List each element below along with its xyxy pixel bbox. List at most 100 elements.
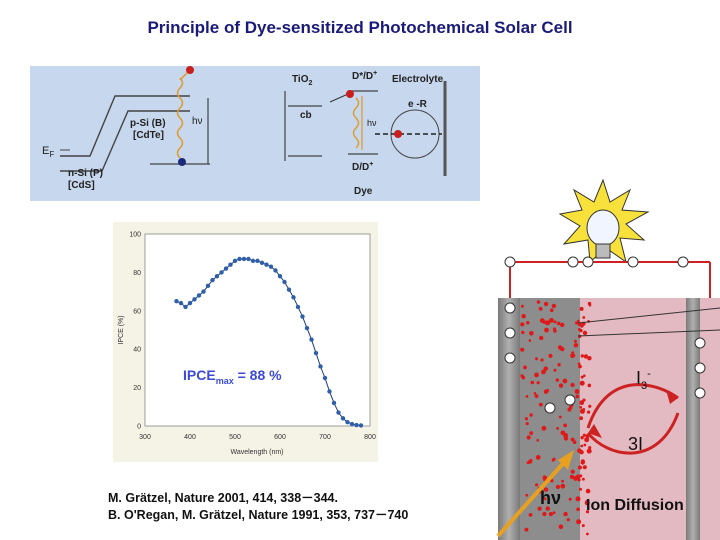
dye-dot <box>584 437 590 443</box>
dye-dot <box>575 321 579 325</box>
psi-label: p-Si (B) <box>130 118 166 129</box>
dye-dot <box>549 318 554 323</box>
incident-light-arrow <box>496 456 570 538</box>
dye-label: Dye <box>354 186 373 197</box>
ipce-data-point <box>228 262 233 267</box>
dye-dot <box>578 364 582 369</box>
energy-level-diagram: EF p-Si (B) [CdTe] n-Si (P) [CdS] hν TiO… <box>30 66 480 201</box>
dye-dot <box>579 406 583 409</box>
ipce-data-point <box>304 325 310 331</box>
cb-label: cb <box>300 110 312 121</box>
electron-anode-3 <box>504 352 516 364</box>
dye-dot <box>575 394 580 399</box>
dye-dot <box>583 354 589 359</box>
electron-wire-2 <box>567 256 579 268</box>
dye-dot <box>539 335 544 341</box>
dye-dot <box>573 343 579 348</box>
redox-arrow-bottom <box>586 412 680 455</box>
dye-dot <box>560 322 565 328</box>
dye-dot <box>585 488 591 494</box>
dye-dot <box>533 392 537 395</box>
dye-dot <box>583 443 587 447</box>
ipce-data-point <box>246 256 251 262</box>
dye-dot <box>520 304 524 308</box>
x-tick-label: 300 <box>139 434 151 441</box>
dye-dot <box>524 527 529 532</box>
photon-wave-left <box>176 77 184 159</box>
dye-dot <box>525 395 529 398</box>
dye-dot <box>548 353 553 358</box>
dye-dot <box>542 511 547 517</box>
dye-dot <box>534 372 539 378</box>
dye-dot <box>520 347 525 352</box>
iodide-label: 3I <box>628 434 643 454</box>
ipce-data-point <box>178 300 184 306</box>
excited-state-label: D*/D+ <box>352 70 377 82</box>
ipce-max-annotation: IPCEmax = 88 % <box>183 367 282 386</box>
dye-dot <box>588 446 592 450</box>
dye-dot <box>526 321 530 325</box>
ipce-data-point <box>210 277 215 283</box>
dye-dot <box>567 407 572 412</box>
dye-dot <box>542 475 547 480</box>
dye-dot <box>562 378 568 384</box>
lightbulb-icon <box>586 209 620 247</box>
dye-dot <box>570 437 575 442</box>
ipce-data-point <box>223 266 229 271</box>
dye-dot <box>563 423 567 428</box>
electron-wire-5 <box>677 256 689 268</box>
dye-dot <box>525 422 529 426</box>
dye-dot <box>572 354 576 358</box>
dye-dot <box>525 493 529 497</box>
pointer-line-2 <box>577 329 720 337</box>
ef-label: EF <box>42 145 54 159</box>
dye-dot <box>544 327 549 333</box>
electron-dye-1 <box>544 402 556 414</box>
ipce-data-point <box>259 260 265 265</box>
ipce-data-point <box>318 364 323 369</box>
dye-dot <box>571 351 575 355</box>
ipce-data-point <box>277 274 283 279</box>
ipce-data-point <box>205 283 211 289</box>
y-tick-label: 0 <box>137 424 141 431</box>
tick-labels: 300 400 500 600 700 800 0 20 40 60 80 100 <box>129 232 376 442</box>
dye-dot <box>541 425 547 431</box>
dye-dot <box>553 368 557 372</box>
hv-left-label: hν <box>192 116 203 127</box>
dye-dot <box>520 322 525 327</box>
dye-dot <box>586 448 592 454</box>
ipce-data-point <box>232 258 238 264</box>
dye-dot <box>566 518 570 522</box>
ipce-data-point <box>291 295 296 300</box>
dye-dot <box>528 339 532 342</box>
plot-area <box>144 233 371 427</box>
dye-dot <box>576 507 580 512</box>
electron-cathode-3 <box>694 387 706 399</box>
ion-diffusion-label: Ion Diffusion <box>586 497 684 514</box>
y-axis-label: IPCE (%) <box>118 315 125 344</box>
dye-dot <box>563 511 568 517</box>
dye-dot <box>583 374 586 377</box>
dye-dot <box>582 465 587 470</box>
energy-diagram-background <box>30 66 480 201</box>
dye-dot <box>529 413 533 417</box>
ipce-data-point <box>183 304 188 310</box>
ipce-data-point <box>268 264 274 269</box>
dye-dot <box>588 304 592 307</box>
dye-dot <box>582 408 586 411</box>
dye-dot <box>543 301 549 307</box>
dye-dot <box>557 363 561 367</box>
y-tick-label: 60 <box>133 308 141 315</box>
data-points <box>174 256 364 428</box>
ipce-data-point <box>354 422 359 428</box>
dye-dot <box>526 461 530 465</box>
dye-dot <box>574 389 580 394</box>
dye-dot <box>535 455 541 460</box>
ground-state-label: D/D+ <box>352 161 373 173</box>
redox-arrowhead-bottom <box>588 424 602 438</box>
dye-dot <box>528 513 533 517</box>
ipce-data-point <box>349 421 355 427</box>
dye-dot <box>579 487 582 491</box>
y-tick-label: 20 <box>133 385 141 392</box>
